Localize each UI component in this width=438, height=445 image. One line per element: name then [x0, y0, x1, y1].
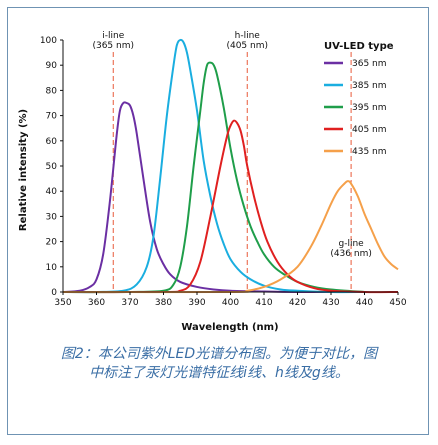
- y-tick-label: 80: [46, 86, 58, 96]
- x-axis-label: Wavelength (nm): [181, 322, 278, 333]
- legend-label: 435 nm: [352, 147, 387, 157]
- series-line: [62, 38, 365, 294]
- spectrum-chart: 350 360 370 380 390 400 410 420 430 440 450 0 10 20 30…: [18, 31, 407, 333]
- figure-caption: 图2：本公司紫外LED光谱分布图。为便于对比，图 中标注了汞灯光谱特征线i线、h…: [24, 345, 414, 383]
- legend-label: 405 nm: [352, 125, 387, 135]
- y-tick-label: 0: [51, 288, 57, 298]
- x-tick-label: 400: [222, 298, 239, 308]
- series-line: [62, 180, 399, 294]
- x-tick-label: 430: [322, 298, 339, 308]
- spectral-line-label: (405 nm): [226, 41, 268, 51]
- caption-line-2: 中标注了汞灯光谱特征线i线、h线及g线。: [89, 365, 349, 381]
- series-line: [62, 101, 332, 294]
- x-tick-label: 390: [188, 298, 205, 308]
- y-tick-label: 20: [46, 238, 58, 248]
- spectral-line-label: (436 nm): [330, 249, 372, 259]
- legend: UV-LED type 365 nm 385 nm 395 nm 405 nm 435 …: [324, 41, 394, 157]
- legend-title: UV-LED type: [324, 41, 394, 52]
- y-tick-label: 100: [40, 36, 57, 46]
- x-tick-label: 440: [356, 298, 373, 308]
- spectral-line-label: i-line: [102, 31, 124, 41]
- y-tick-label: 70: [46, 112, 58, 122]
- y-tick-label: 40: [46, 187, 58, 197]
- y-tick-label: 60: [46, 137, 58, 147]
- y-tick-label: 10: [46, 263, 58, 273]
- x-tick-label: 350: [54, 298, 71, 308]
- spectral-line-label: (365 nm): [92, 41, 134, 51]
- x-tick-label: 370: [121, 298, 138, 308]
- series-line: [62, 61, 365, 294]
- spectral-line-label: g-line: [338, 239, 364, 249]
- x-tick-label: 420: [289, 298, 306, 308]
- y-tick-label: 30: [46, 212, 58, 222]
- x-tick-label: 380: [155, 298, 172, 308]
- spectral-line-label: h-line: [235, 31, 261, 41]
- legend-label: 395 nm: [352, 103, 387, 113]
- x-tick-label: 360: [88, 298, 105, 308]
- x-tick-label: 450: [389, 298, 406, 308]
- legend-label: 385 nm: [352, 81, 387, 91]
- x-tick-label: 410: [255, 298, 272, 308]
- y-tick-label: 50: [46, 162, 58, 172]
- y-tick-label: 90: [46, 61, 58, 71]
- caption-line-1: 图2：本公司紫外LED光谱分布图。为便于对比，图: [60, 346, 378, 362]
- series-line: [62, 119, 399, 294]
- y-axis-label: Relative intensity (%): [18, 109, 29, 231]
- legend-label: 365 nm: [352, 59, 387, 69]
